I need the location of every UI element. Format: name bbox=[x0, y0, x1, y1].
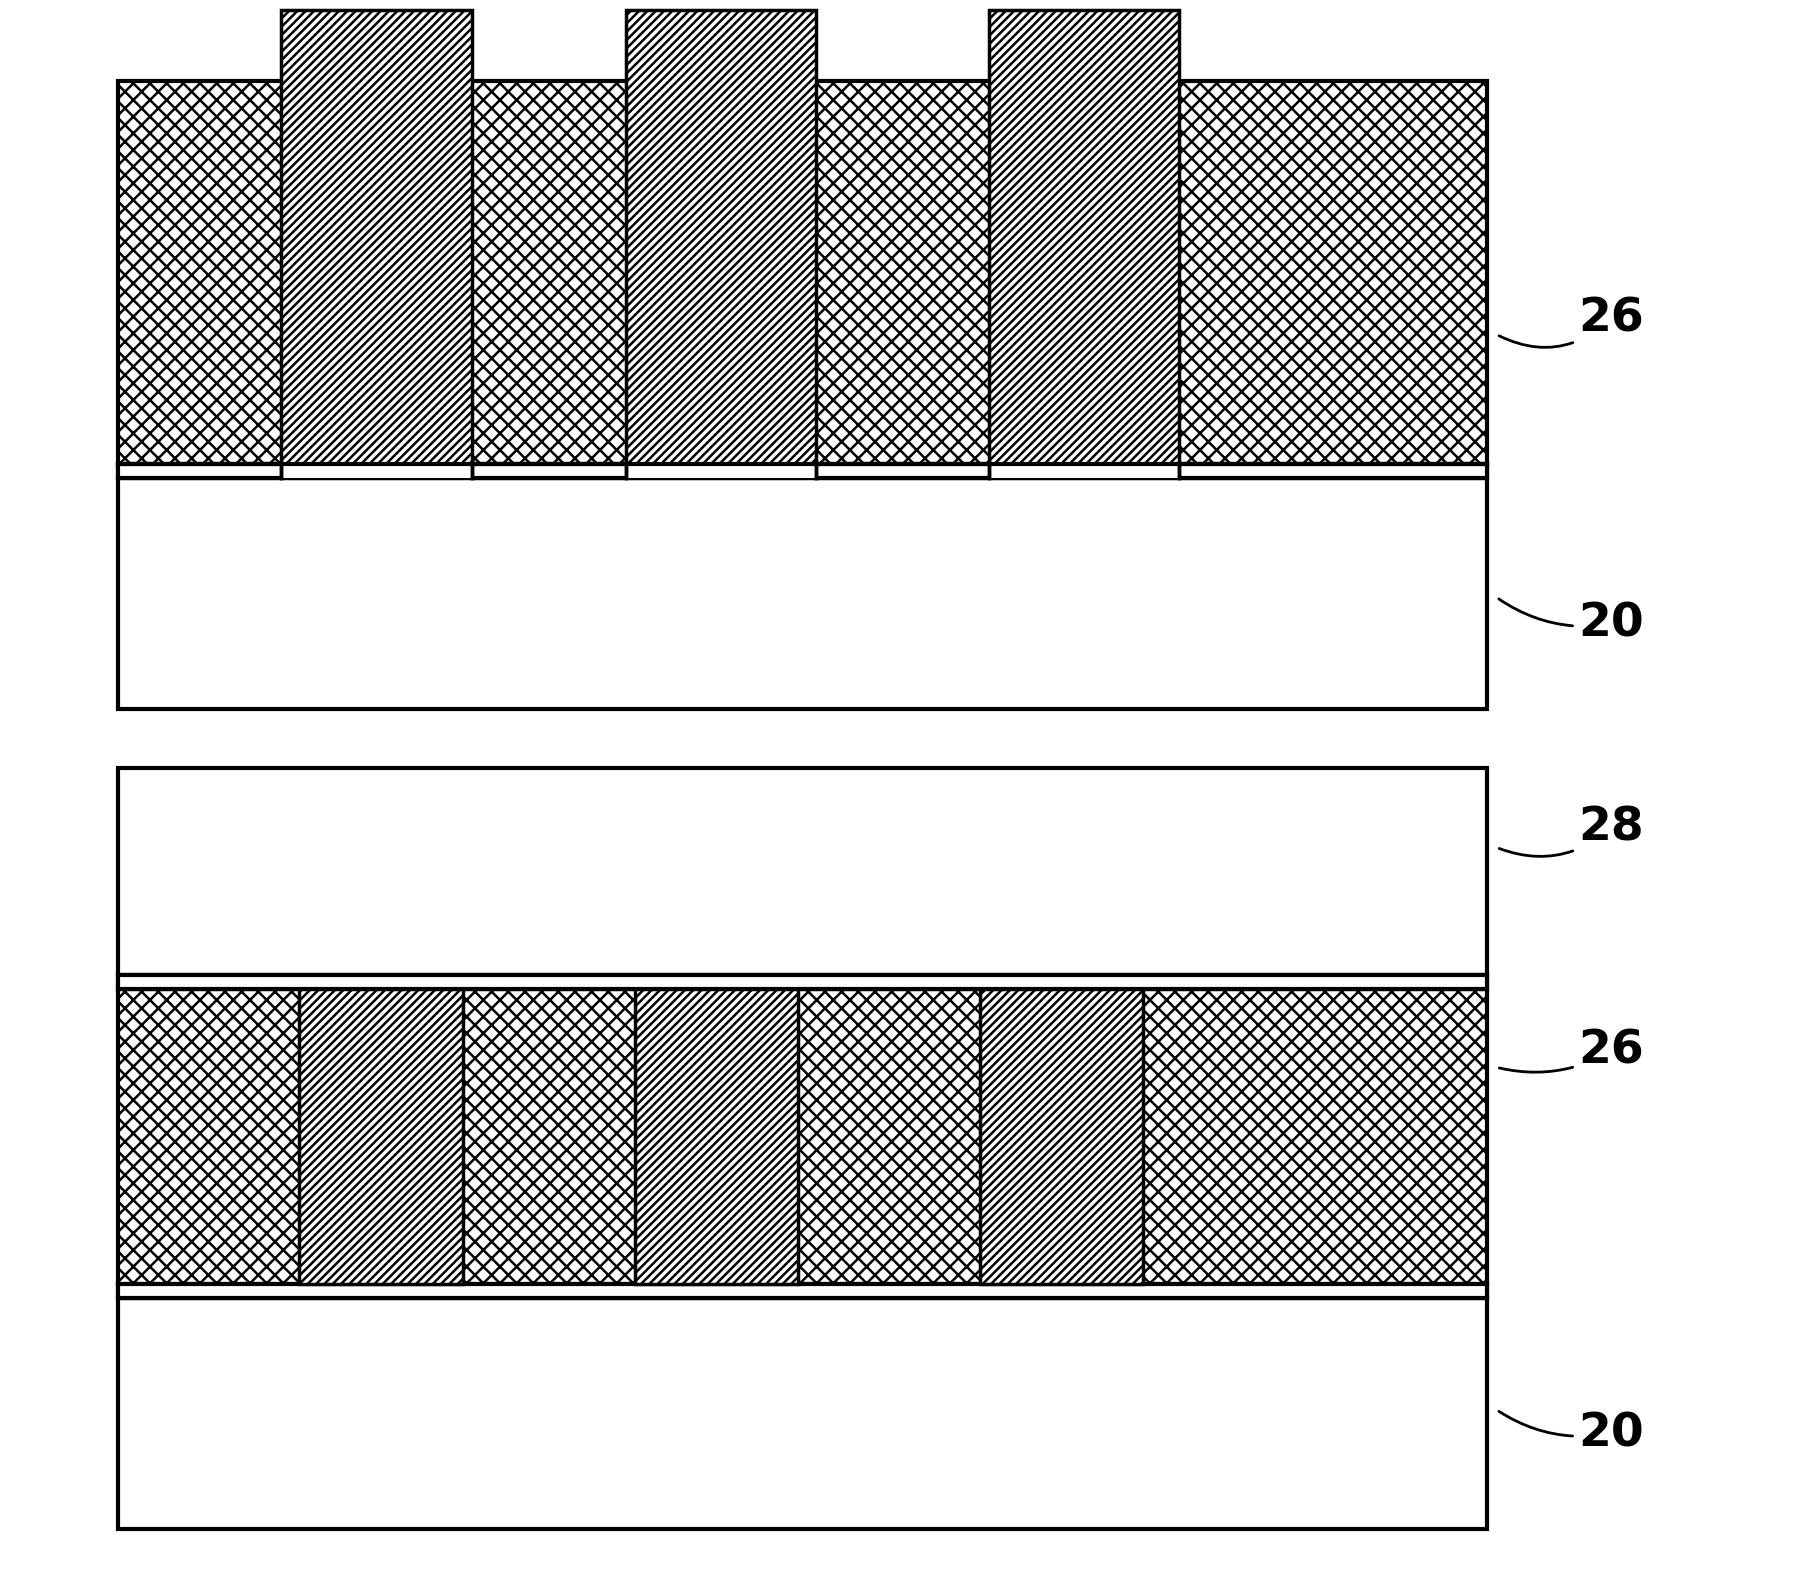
Bar bbox=[118, 975, 1487, 989]
Bar bbox=[989, 10, 1179, 464]
Bar bbox=[626, 464, 816, 478]
Text: 20: 20 bbox=[1498, 599, 1643, 647]
Bar bbox=[118, 478, 1487, 709]
Text: 26: 26 bbox=[1498, 296, 1643, 347]
Bar bbox=[118, 989, 1487, 1284]
Bar bbox=[118, 1284, 1487, 1298]
Bar bbox=[299, 989, 463, 1284]
Bar bbox=[626, 10, 816, 464]
Text: 26: 26 bbox=[1498, 1029, 1643, 1074]
Bar bbox=[118, 81, 1487, 464]
Bar bbox=[626, 464, 816, 478]
Bar bbox=[118, 768, 1487, 975]
Bar bbox=[980, 989, 1143, 1284]
Bar bbox=[281, 464, 472, 478]
Bar bbox=[281, 464, 472, 478]
Bar bbox=[635, 989, 798, 1284]
Bar bbox=[118, 975, 1487, 989]
Bar bbox=[989, 464, 1179, 478]
Bar bbox=[989, 464, 1179, 478]
Text: 28: 28 bbox=[1498, 806, 1643, 857]
Bar bbox=[118, 1284, 1487, 1298]
Text: 20: 20 bbox=[1498, 1411, 1643, 1456]
Bar bbox=[118, 464, 1487, 478]
Bar bbox=[118, 464, 1487, 478]
Bar bbox=[281, 10, 472, 464]
Bar bbox=[118, 1298, 1487, 1529]
